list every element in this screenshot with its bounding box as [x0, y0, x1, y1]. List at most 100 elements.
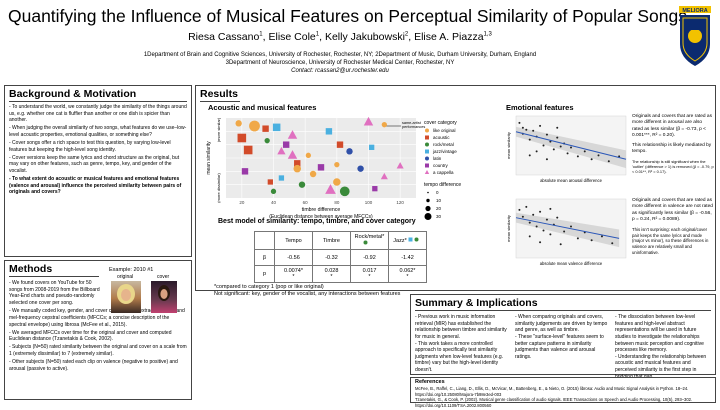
legend-title: cover category: [424, 120, 457, 126]
table-header-cell: Timbre: [312, 231, 351, 250]
legend-swatch: [424, 170, 430, 174]
legend-swatch: [425, 142, 429, 147]
author-name: Riesa Cassano: [188, 31, 260, 43]
author-affiliation-mark: 1,3: [483, 31, 492, 38]
x-axis-label: timbre difference: [302, 207, 341, 213]
model-note: Not significant: key, gender of the voca…: [214, 291, 401, 298]
data-point: [600, 235, 603, 238]
data-point: [552, 148, 555, 151]
data-point: [249, 120, 260, 132]
table-cell: p: [254, 265, 275, 283]
fit-line: [515, 131, 627, 160]
data-point: [570, 225, 572, 228]
data-point: [521, 126, 524, 129]
data-point: [583, 150, 586, 153]
legend-label: a cappella: [433, 170, 454, 175]
arousal-findings: Originals and covers that are rated as m…: [632, 114, 714, 175]
data-point: [549, 140, 552, 143]
summary-heading: Summary & Implications: [415, 297, 538, 309]
data-point: [525, 128, 528, 131]
references-heading: References: [415, 379, 445, 385]
model-note: *compared to category 1 (pop or like ori…: [214, 284, 324, 290]
methods-section: Methods Example: 2010 #1 original cover …: [4, 260, 192, 400]
data-point: [235, 120, 242, 127]
data-point: [556, 126, 559, 129]
arousal-scatter: absolute mean arousal difference mean sim…: [506, 115, 627, 183]
data-point: [380, 172, 388, 180]
x-axis-label: absolute mean valence difference: [540, 261, 603, 266]
size-legend-swatch: [424, 213, 432, 220]
data-point: [237, 133, 247, 143]
table-value: 0.062*: [399, 268, 416, 274]
data-point: [357, 165, 364, 172]
size-legend-label: 30: [436, 214, 442, 219]
size-legend-swatch: [425, 205, 431, 212]
data-point: [542, 144, 545, 147]
legend-label: like original: [433, 128, 456, 133]
table-cell: 0.028 *: [312, 265, 351, 283]
table-cell: β: [254, 249, 275, 266]
data-point: [369, 144, 375, 150]
data-point: [334, 162, 340, 168]
background-item: - Cover songs offer a rich space to test…: [9, 139, 171, 153]
data-point: [264, 138, 270, 144]
data-point: [618, 155, 621, 158]
annotation-text: performances: [402, 125, 425, 129]
affiliation-line-2: 3Department of Neuroscience, University …: [225, 60, 455, 66]
data-point: [339, 186, 350, 197]
legend-label: country: [433, 163, 449, 168]
data-point: [525, 205, 528, 208]
methods-item: - We found covers on YouTube for 50 song…: [9, 280, 100, 306]
poster-title: Quantifying the Influence of Musical Fea…: [8, 6, 687, 26]
data-point: [305, 152, 311, 158]
table-cell: -0.32: [312, 249, 351, 266]
valence-scatter: absolute mean valence difference mean sim…: [506, 198, 627, 266]
legend-label: latin: [433, 156, 442, 161]
x-axis-label: absolute mean arousal difference: [540, 178, 603, 183]
arousal-main: Originals and covers that are rated as m…: [632, 114, 712, 139]
data-point: [597, 154, 600, 157]
background-item: - To understand the world, we constantly…: [9, 104, 187, 124]
data-point: [549, 207, 552, 210]
summary-col-2: - When comparing originals and covers, s…: [515, 314, 608, 360]
data-point: [372, 186, 378, 192]
emotional-heading: Emotional features: [506, 103, 574, 112]
size-legend-label: 10: [436, 198, 442, 203]
x-tick-label: 100: [365, 200, 373, 205]
data-point: [278, 175, 285, 181]
y-axis-label: mean similarity: [506, 215, 511, 242]
table-value: 0.017: [362, 268, 377, 274]
data-point: [556, 216, 559, 219]
category-icon-pair: [363, 240, 368, 245]
research-question: - To what extent do acoustic or musical …: [9, 175, 182, 196]
legend-swatch: [425, 163, 429, 168]
category-icon-pair: [408, 237, 419, 242]
table-header-cell: Rock/metal*: [350, 231, 389, 250]
data-point: [539, 210, 542, 213]
data-point: [317, 164, 325, 171]
data-point: [346, 148, 353, 155]
confidence-band: [516, 212, 620, 248]
legend-swatch: [425, 156, 429, 161]
reference-link: https://doi.org/10.25080/Majora-7b98e3ed…: [415, 391, 502, 397]
data-point: [518, 121, 521, 124]
legend-swatch: [425, 149, 429, 154]
data-point: [287, 130, 298, 139]
data-point: [277, 146, 286, 155]
legend-label: jazz/vintage: [432, 149, 457, 154]
data-point: [294, 160, 301, 167]
data-point: [545, 158, 548, 161]
data-point: [539, 124, 542, 127]
data-point: [576, 155, 579, 158]
reference-item: Tzanetakis, G., & Cook, P. (2002). Music…: [415, 397, 693, 403]
data-point: [566, 152, 569, 155]
summary-section: Summary & Implications - Previous work i…: [410, 294, 716, 380]
valence-findings: Originals and covers that are rated as m…: [632, 198, 714, 256]
data-point: [528, 138, 531, 141]
methods-heading: Methods: [9, 263, 53, 275]
size-legend-title: tempo difference: [424, 182, 461, 188]
y-axis-label: mean similarity: [206, 141, 212, 175]
author-affiliation-mark: 1: [315, 31, 320, 38]
category-icon: [408, 237, 413, 242]
example-label: Example: 2010 #1: [109, 267, 154, 273]
